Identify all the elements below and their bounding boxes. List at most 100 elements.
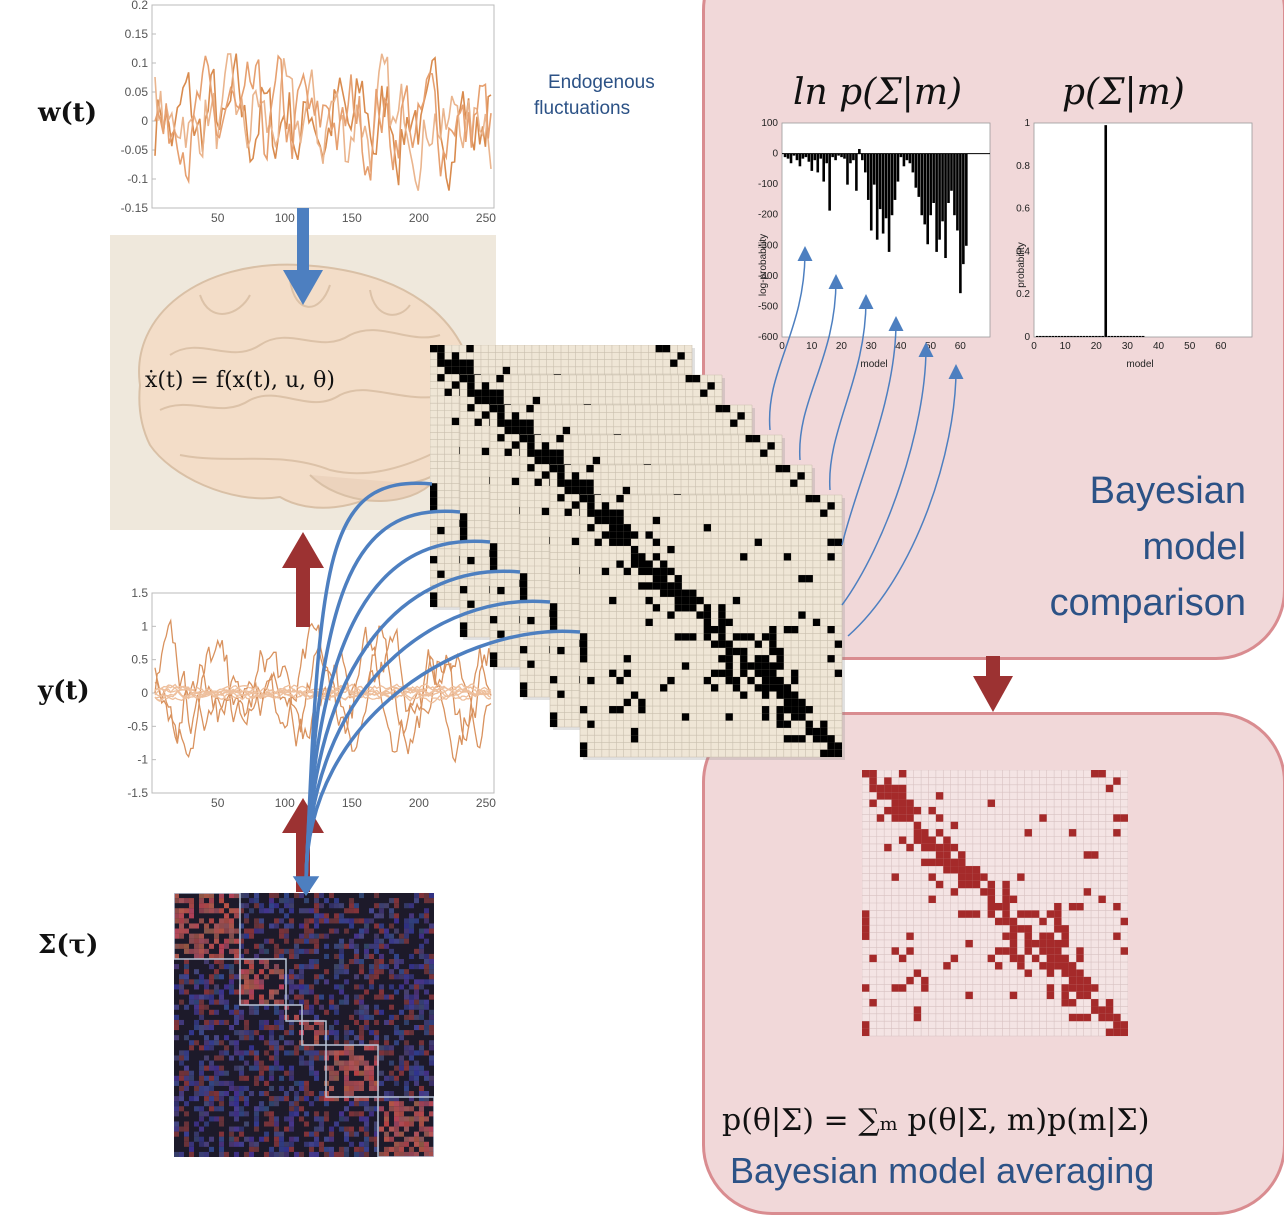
y-series-line bbox=[154, 683, 492, 702]
log-prob-bar bbox=[789, 153, 793, 164]
log-prob-bar bbox=[810, 153, 814, 171]
prob-bar bbox=[1060, 335, 1064, 337]
x-tick-label: 10 bbox=[1060, 341, 1072, 352]
prob-bar bbox=[1135, 335, 1139, 337]
blue-arrow-to-bar bbox=[799, 274, 844, 461]
log-prob-xlabel: model bbox=[860, 359, 887, 370]
y-label: y(t) bbox=[38, 676, 90, 706]
prob-bar bbox=[1054, 335, 1058, 337]
x-tick-label: 50 bbox=[1184, 341, 1196, 352]
y-tick-label: 1 bbox=[141, 619, 148, 633]
x-tick-label: 150 bbox=[342, 211, 362, 222]
blue-arrow-to-sigma bbox=[304, 569, 521, 883]
arrow-bmc-to-bma bbox=[973, 656, 1013, 712]
log-prob-bar bbox=[878, 153, 882, 210]
log-prob-bar bbox=[917, 153, 921, 197]
log-prob-bar bbox=[944, 153, 947, 259]
prob-bar bbox=[1091, 335, 1095, 337]
log-prob-bar bbox=[920, 153, 924, 216]
prob-xlabel: model bbox=[1126, 359, 1153, 370]
x-tick-label: 50 bbox=[211, 211, 225, 222]
y-tick-label: 0.2 bbox=[131, 0, 148, 12]
prob-bar bbox=[1101, 335, 1104, 337]
prob-bar bbox=[1098, 335, 1101, 337]
prob-bar bbox=[1073, 335, 1076, 337]
y-tick-label: 1 bbox=[1024, 118, 1030, 129]
log-prob-bar bbox=[953, 153, 956, 216]
y-tick-label: 100 bbox=[761, 118, 778, 129]
x-tick-label: 10 bbox=[806, 341, 818, 352]
log-prob-bar bbox=[947, 153, 950, 203]
prob-chart: 10.80.60.40.200 10 20 30 40 50 60 probability … bbox=[1016, 118, 1253, 370]
fluctuations-label: fluctuations bbox=[534, 98, 631, 119]
prob-bar bbox=[1085, 335, 1089, 337]
blue-arrow-to-bar bbox=[829, 294, 874, 491]
p-title: p(Σ|m) bbox=[1062, 72, 1185, 113]
w-chart: 0.2 0.15 0.1 0.05 0 -0.05 -0.1 -0.15 50 100 150 200… bbox=[121, 0, 497, 222]
arrow-y-to-brain bbox=[282, 532, 324, 627]
blue-arrow-to-sigma bbox=[304, 629, 581, 883]
x-tick-label: 100 bbox=[275, 211, 295, 222]
log-prob-bar bbox=[795, 153, 799, 161]
log-prob-bar bbox=[849, 153, 852, 164]
prob-bar bbox=[1048, 335, 1051, 337]
y-tick-label: -0.15 bbox=[121, 201, 149, 215]
y-tick-label: 0.05 bbox=[125, 85, 149, 99]
prob-bar bbox=[1042, 335, 1045, 337]
log-prob-bar bbox=[890, 153, 894, 216]
blue-arrow-to-sigma bbox=[304, 509, 461, 883]
prob-bar bbox=[1063, 335, 1067, 337]
bma-label: Bayesian model averaging bbox=[730, 1150, 1155, 1191]
x-tick-label: 200 bbox=[409, 211, 429, 222]
y-tick-label: 0.5 bbox=[131, 653, 148, 667]
prob-bar bbox=[1132, 335, 1136, 337]
prob-bar bbox=[1067, 335, 1070, 337]
log-prob-bar bbox=[840, 153, 843, 158]
y-tick-label: -0.1 bbox=[127, 172, 148, 186]
log-prob-bar bbox=[905, 153, 909, 161]
w-series-line bbox=[154, 53, 492, 191]
log-prob-bar bbox=[899, 153, 903, 158]
log-prob-bar bbox=[786, 153, 790, 159]
log-prob-bar bbox=[959, 153, 962, 294]
prob-bar bbox=[1088, 335, 1092, 337]
sigma-label: Σ(τ) bbox=[38, 930, 99, 960]
y-tick-label: 0.15 bbox=[125, 27, 149, 41]
y-chart: 1.5 1 0.5 0 -0.5 -1 -1.5 50 100 150 200 250 bbox=[127, 586, 496, 810]
prob-bar bbox=[1082, 335, 1086, 337]
prob-bar bbox=[1039, 335, 1042, 337]
log-prob-bar bbox=[861, 153, 864, 161]
y-tick-label: 0.6 bbox=[1016, 204, 1030, 215]
x-tick-label: 60 bbox=[1215, 341, 1227, 352]
log-prob-bar bbox=[822, 153, 825, 182]
bma-matrix bbox=[862, 770, 1128, 1037]
log-prob-bar bbox=[962, 153, 965, 265]
log-prob-bar bbox=[956, 153, 959, 231]
model-matrix bbox=[579, 494, 845, 760]
bmc-line-1: Bayesian bbox=[1089, 470, 1246, 512]
x-tick-label: 40 bbox=[1153, 341, 1165, 352]
arrow-w-to-brain bbox=[283, 208, 323, 305]
log-prob-bar bbox=[843, 153, 846, 159]
log-prob-bar bbox=[938, 153, 941, 240]
log-prob-bar bbox=[813, 153, 817, 161]
log-prob-bar bbox=[887, 153, 891, 252]
log-prob-bar bbox=[893, 153, 897, 200]
ln-p-title: ln p(Σ|m) bbox=[793, 72, 962, 113]
log-prob-bar bbox=[828, 153, 831, 211]
log-prob-bar bbox=[831, 153, 834, 158]
prob-bar bbox=[1051, 335, 1055, 337]
bma-formula: p(θ|Σ) = ∑ₘ p(θ|Σ, m)p(m|Σ) bbox=[722, 1103, 1150, 1138]
prob-bar bbox=[1104, 125, 1108, 337]
log-prob-bar bbox=[846, 153, 849, 185]
y-tick-label: -100 bbox=[758, 179, 778, 190]
log-prob-bar bbox=[908, 153, 912, 164]
log-prob-bar bbox=[929, 153, 932, 216]
blue-arrow-to-bar bbox=[841, 316, 904, 546]
log-prob-bar bbox=[864, 153, 867, 173]
sigma-matrix bbox=[174, 893, 434, 1157]
log-prob-bar bbox=[783, 153, 787, 158]
prob-bar bbox=[1057, 335, 1061, 337]
y-tick-label: -600 bbox=[758, 332, 778, 343]
